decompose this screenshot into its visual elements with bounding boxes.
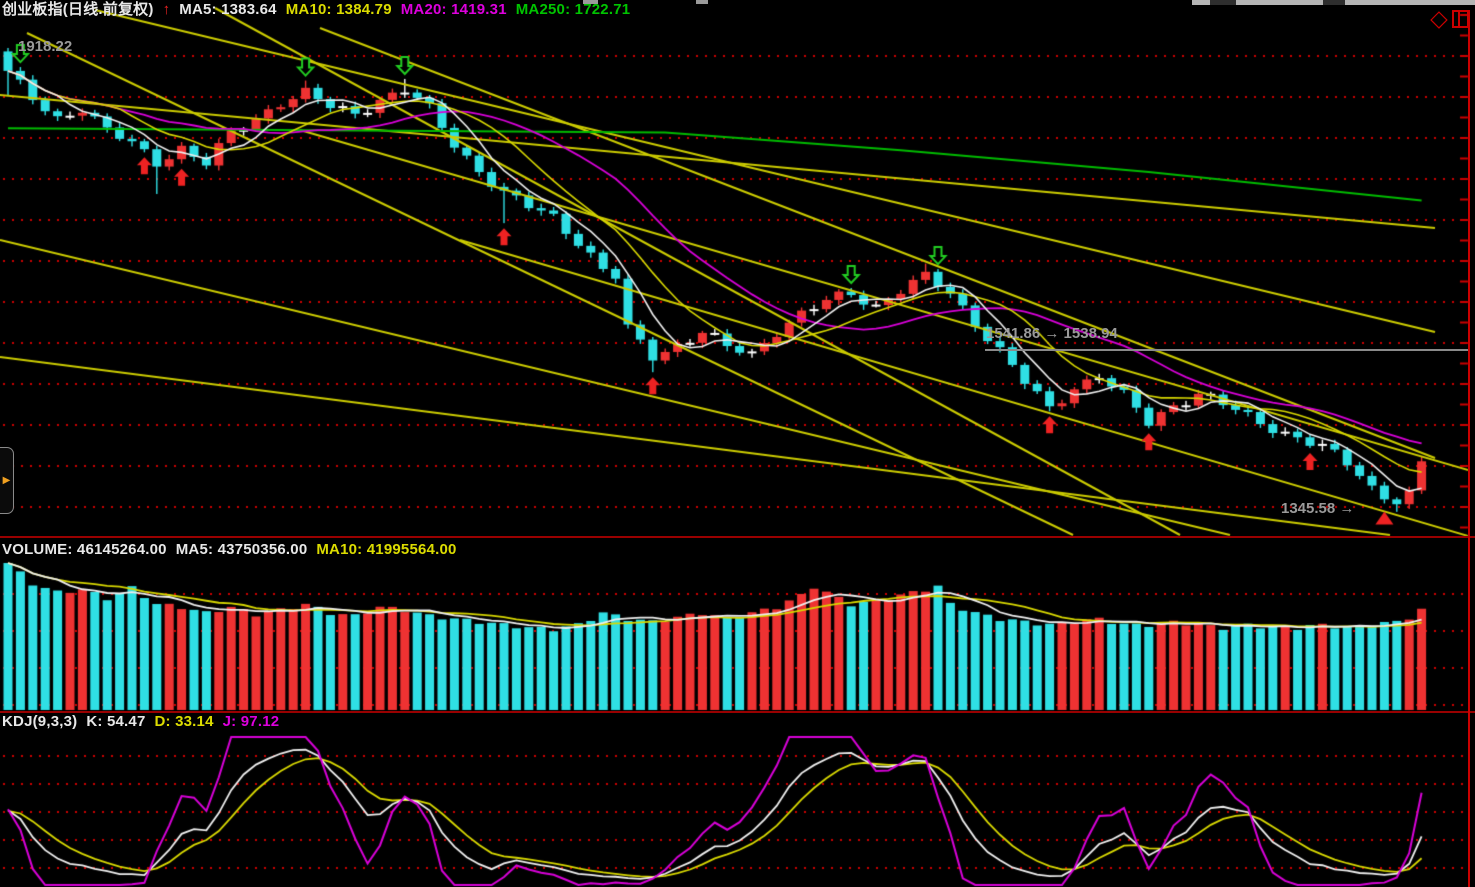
annotation-gap-prices: 1541.86 → 1538.94 <box>986 325 1118 342</box>
gap-price-line <box>985 349 1469 351</box>
top-mini-tab <box>583 0 598 4</box>
stock-title: 创业板指(日线.前复权) <box>2 1 154 18</box>
volume-ma5-value: MA5: 43750356.00 <box>175 541 308 558</box>
volume-header: VOLUME: 46145264.00 MA5: 43750356.00 MA1… <box>2 541 457 559</box>
ma250-value: MA250: 1722.71 <box>515 1 631 18</box>
main-chart-header: 创业板指(日线.前复权) ↑ MA5: 1383.64 MA10: 1384.7… <box>2 1 630 19</box>
volume-ma10-value: MA10: 41995564.00 <box>316 541 457 558</box>
kdj-j-value: J: 97.12 <box>222 713 280 730</box>
side-drawer-handle[interactable]: ▶ <box>0 447 14 514</box>
kdj-k-value: K: 54.47 <box>86 713 146 730</box>
right-border-ruler <box>1468 10 1470 887</box>
diamond-tool-icon[interactable]: ◇ <box>1430 5 1448 31</box>
top-strip-notch <box>1210 0 1236 5</box>
top-strip-notch <box>1323 0 1345 5</box>
kdj-indicator-label: KDJ(9,3,3) <box>2 713 78 730</box>
ma5-value: MA5: 1383.64 <box>179 1 277 18</box>
panel-divider-1 <box>0 536 1475 538</box>
kdj-header: KDJ(9,3,3) K: 54.47 D: 33.14 J: 97.12 <box>2 713 279 731</box>
volume-value: VOLUME: 46145264.00 <box>2 541 167 558</box>
drawer-arrow-icon: ▶ <box>2 474 11 486</box>
panel-divider-2 <box>0 711 1475 713</box>
split-window-bar <box>1458 12 1460 26</box>
annotation-last-low: 1345.58 → <box>1281 500 1355 517</box>
top-window-strip <box>1192 0 1475 5</box>
ma10-value: MA10: 1384.79 <box>285 1 392 18</box>
split-window-icon[interactable] <box>1452 10 1469 28</box>
ma20-value: MA20: 1419.31 <box>400 1 507 18</box>
kdj-d-value: D: 33.14 <box>154 713 214 730</box>
annotation-first-high: 1918.22 <box>18 38 73 55</box>
top-mini-tab <box>696 0 708 4</box>
trend-up-icon: ↑ <box>162 1 171 18</box>
